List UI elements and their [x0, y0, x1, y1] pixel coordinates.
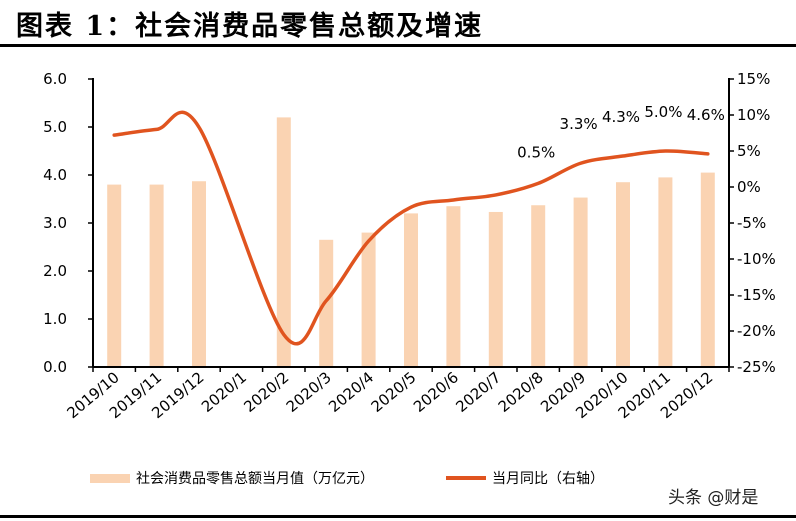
x-tick-label: 2020/7 [452, 368, 504, 416]
right-tick-label: 15% [737, 70, 770, 88]
bar-2020/11 [658, 177, 673, 367]
data-label-2020/10: 4.3% [602, 108, 640, 126]
data-label-2020/12: 4.6% [687, 106, 725, 124]
title-divider [0, 44, 796, 47]
bar-2019/12 [192, 181, 206, 367]
right-tick-label: -15% [737, 286, 776, 304]
x-tick-label: 2020/3 [283, 368, 335, 416]
bar-2020/9 [573, 197, 588, 367]
left-tick-label: 6.0 [43, 70, 67, 88]
left-tick-label: 3.0 [43, 214, 67, 232]
right-tick-label: 10% [737, 106, 770, 124]
left-tick-label: 1.0 [43, 310, 67, 328]
bar-2020/2 [276, 117, 291, 368]
yoy-line [112, 110, 710, 346]
bar-2020/10 [616, 182, 630, 367]
left-tick-label: 5.0 [43, 118, 67, 136]
right-tick-label: 0% [737, 178, 761, 196]
data-label-2020/11: 5.0% [644, 103, 682, 121]
legend: 社会消费品零售总额当月值（万亿元） 当月同比（右轴） [90, 468, 604, 488]
bar-2019/11 [149, 184, 164, 367]
x-tick-label: 2020/4 [325, 368, 377, 416]
bar-2020/5 [404, 213, 418, 367]
figure-title: 图表 1：社会消费品零售总额及增速 [16, 11, 484, 42]
x-tick-label: 2020/5 [368, 368, 420, 416]
bar-2020/8 [531, 205, 546, 367]
left-tick-label: 4.0 [43, 166, 67, 184]
left-tick-label: 2.0 [43, 262, 67, 280]
right-tick-label: -20% [737, 322, 776, 340]
right-tick-label: -10% [737, 250, 776, 268]
legend-swatch-bar [90, 473, 130, 483]
x-tick-label: 2020/2 [240, 368, 292, 416]
legend-label-bar: 社会消费品零售总额当月值（万亿元） [136, 471, 374, 487]
legend-swatch-line [446, 476, 486, 480]
x-tick-label: 2020/8 [495, 368, 547, 416]
left-tick-label: 0.0 [43, 358, 67, 376]
right-tick-label: 5% [737, 142, 761, 160]
bottom-divider [0, 515, 796, 518]
x-tick-label: 2020/1 [198, 368, 250, 416]
data-label-2020/8: 0.5% [517, 143, 555, 161]
right-tick-label: -25% [737, 358, 776, 376]
bar-2019/10 [107, 184, 122, 367]
data-label-2020/9: 3.3% [560, 115, 598, 133]
right-tick-label: -5% [737, 214, 766, 232]
watermark: 头条 @财是 [668, 488, 759, 508]
x-tick-label: 2020/6 [410, 368, 462, 416]
bar-2020/12 [700, 172, 715, 367]
legend-label-line: 当月同比（右轴） [492, 471, 604, 487]
bar-2020/4 [361, 232, 376, 367]
bar-2020/6 [446, 206, 461, 367]
bar-2020/7 [488, 211, 503, 367]
